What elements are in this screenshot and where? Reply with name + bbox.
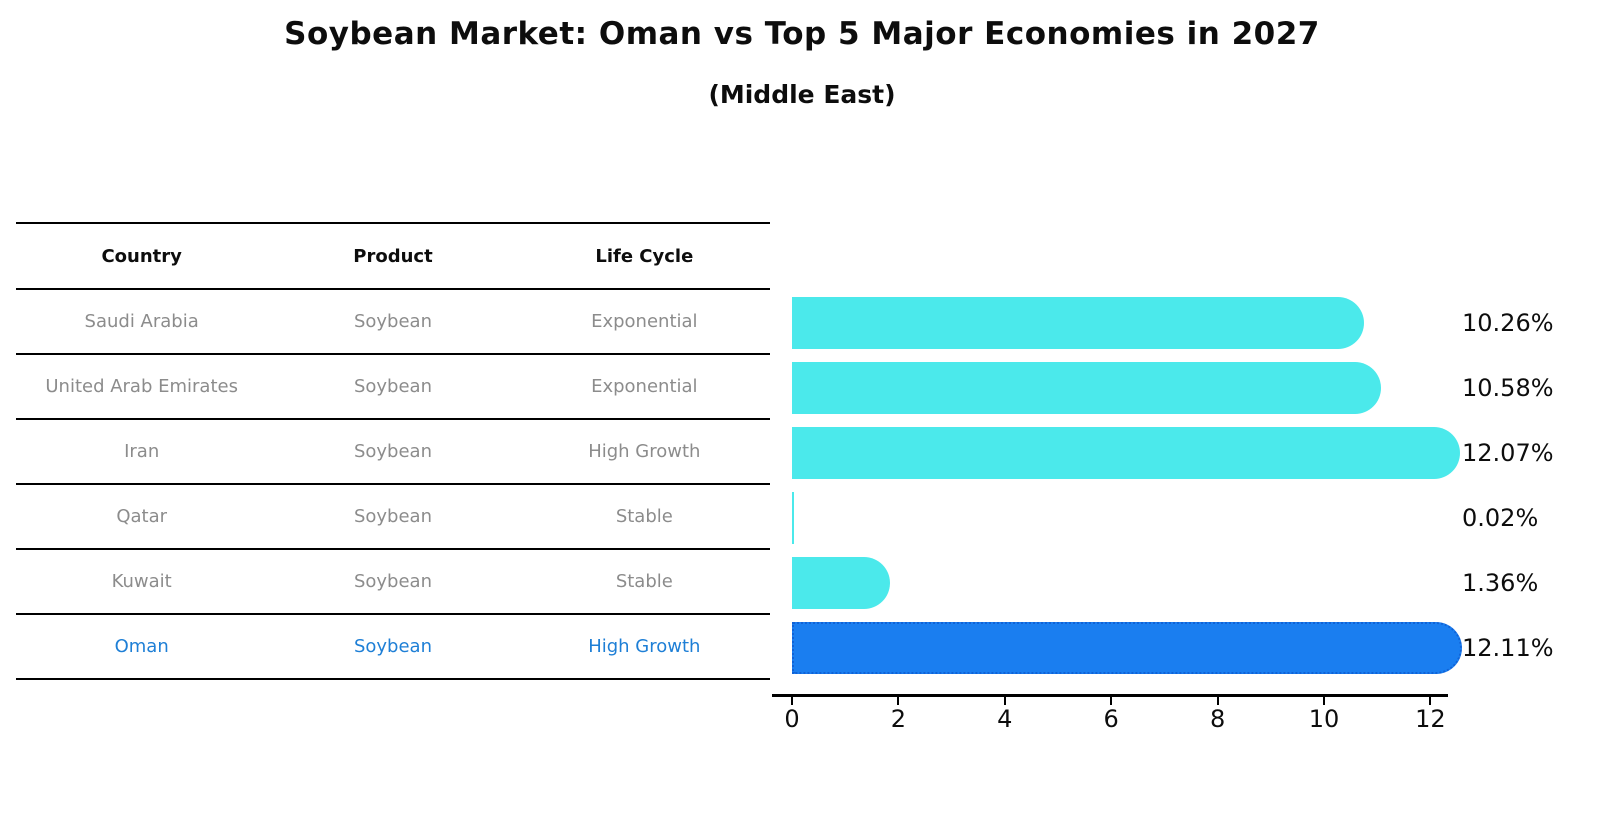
table-cell-country: Saudi Arabia — [84, 311, 199, 332]
table-cell-product: Soybean — [353, 636, 432, 657]
x-axis-tick-label: 10 — [1308, 705, 1340, 733]
value-label: 0.02% — [1462, 503, 1539, 532]
table-header-cell-country: Country — [101, 245, 182, 267]
x-axis-tick-label: 6 — [1103, 705, 1119, 733]
table-cell-life-cycle: Stable — [615, 506, 673, 527]
x-axis-tick — [1323, 696, 1325, 705]
bar-qatar — [792, 491, 794, 544]
x-axis-tick-label: 0 — [784, 705, 800, 733]
x-axis-tick — [1110, 696, 1113, 705]
table-header-row: Country Product Life Cycle — [16, 222, 770, 290]
table-cell-product: Soybean — [353, 311, 432, 332]
table-cell-product: Soybean — [353, 506, 432, 527]
x-axis-tick-label: 2 — [890, 705, 907, 733]
bar-saudi-arabia — [792, 296, 1364, 349]
table-cell-life-cycle: High Growth — [588, 441, 701, 462]
table-row: Saudi Arabia Soybean Exponential — [16, 290, 770, 355]
table-cell-life-cycle: Exponential — [591, 311, 698, 332]
value-label: 12.11% — [1462, 633, 1554, 662]
bar-iran — [792, 426, 1461, 479]
bar-oman — [792, 621, 1463, 674]
bar-kuwait — [792, 556, 891, 609]
table-row: Oman Soybean High Growth — [16, 615, 770, 680]
chart-subtitle: (Middle East) — [708, 80, 896, 109]
table-cell-country: Oman — [114, 636, 169, 657]
x-axis-tick-label: 12 — [1415, 705, 1446, 733]
table-cell-country: Qatar — [116, 506, 167, 527]
x-axis-tick-label: 8 — [1209, 705, 1226, 733]
table-cell-life-cycle: Exponential — [591, 376, 698, 397]
table-cell-country: Iran — [124, 441, 160, 462]
table-cell-life-cycle: High Growth — [588, 636, 701, 657]
value-label: 10.26% — [1462, 308, 1554, 337]
x-axis-tick — [1429, 696, 1432, 705]
table-cell-country: United Arab Emirates — [45, 376, 238, 397]
chart-title: Soybean Market: Oman vs Top 5 Major Econ… — [284, 16, 1320, 52]
table-header-cell-product: Product — [353, 245, 433, 267]
x-axis-tick — [791, 696, 793, 705]
x-axis-tick-label: 4 — [997, 705, 1013, 733]
x-axis-tick — [897, 696, 900, 705]
table-row: United Arab Emirates Soybean Exponential — [16, 355, 770, 420]
value-label: 12.07% — [1462, 438, 1554, 467]
value-label: 10.58% — [1462, 373, 1554, 402]
x-axis-line — [772, 694, 1448, 697]
table-cell-product: Soybean — [353, 441, 432, 462]
x-axis-tick — [1003, 696, 1006, 705]
table-cell-product: Soybean — [353, 376, 432, 397]
x-axis-tick — [1216, 696, 1219, 705]
bar-united-arab-emirates — [792, 361, 1381, 414]
table-cell-life-cycle: Stable — [615, 571, 673, 592]
table-cell-country: Kuwait — [111, 571, 172, 592]
table-row: Kuwait Soybean Stable — [16, 550, 770, 615]
table-row: Iran Soybean High Growth — [16, 420, 770, 485]
table-cell-product: Soybean — [353, 571, 432, 592]
table-header-cell-life-cycle: Life Cycle — [595, 245, 694, 267]
table-row: Qatar Soybean Stable — [16, 485, 770, 550]
value-label: 1.36% — [1462, 568, 1539, 597]
